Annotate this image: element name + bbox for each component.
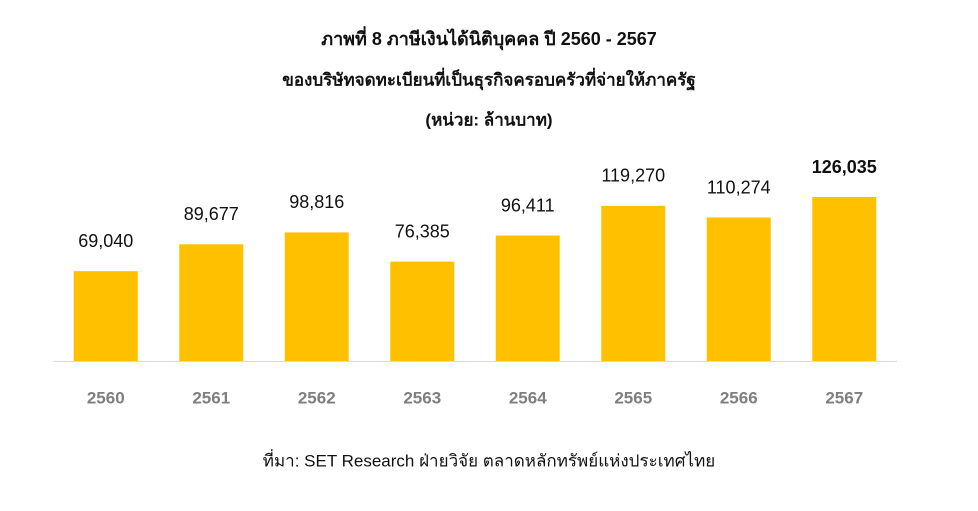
- value-label: 110,274: [707, 177, 771, 197]
- bar: [706, 217, 771, 361]
- bar: [390, 261, 455, 361]
- source-note: ที่มา: SET Research ฝ่ายวิจัย ตลาดหลักทร…: [263, 448, 716, 470]
- chart-title: ภาพที่ 8 ภาษีเงินได้นิติบุคคล ปี 2560 - …: [321, 26, 657, 51]
- x-tick-label: 2563: [403, 388, 441, 407]
- bar: [601, 205, 666, 361]
- value-label: 76,385: [395, 221, 450, 241]
- x-tick-label: 2566: [720, 388, 758, 407]
- bar: [812, 197, 877, 361]
- value-label: 69,040: [78, 231, 133, 251]
- value-label: 119,270: [601, 166, 665, 186]
- value-label: 89,677: [184, 204, 239, 224]
- x-tick-label: 2561: [192, 388, 230, 407]
- bar: [73, 271, 138, 361]
- value-label: 126,035: [812, 157, 877, 177]
- x-tick-label: 2564: [509, 388, 547, 407]
- bar: [495, 235, 560, 361]
- unit-note: (หน่วย: ล้านบาท): [425, 110, 552, 129]
- value-label: 98,816: [289, 192, 344, 212]
- bar: [284, 232, 349, 361]
- x-tick-label: 2562: [298, 388, 336, 407]
- x-tick-label: 2565: [614, 388, 652, 407]
- x-tick-label: 2567: [825, 388, 863, 407]
- value-label: 96,411: [501, 195, 555, 215]
- x-tick-label: 2560: [87, 388, 125, 407]
- bar: [179, 244, 244, 361]
- chart-subtitle: ของบริษัทจดทะเบียนที่เป็นธุรกิจครอบครัวท…: [282, 67, 696, 91]
